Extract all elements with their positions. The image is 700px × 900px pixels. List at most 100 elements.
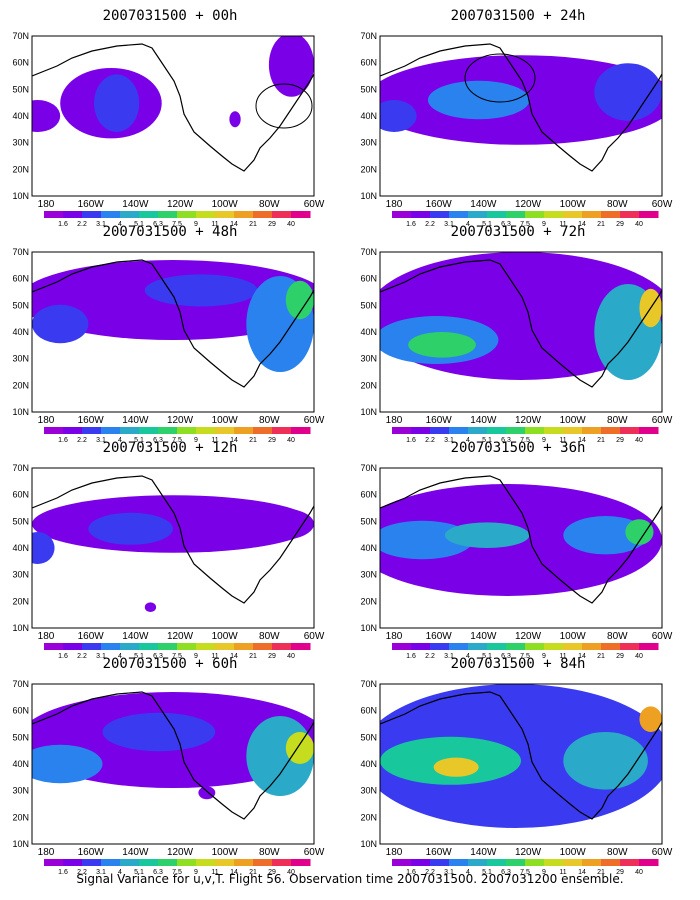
y-tick-label: 70N xyxy=(360,463,377,473)
colorbar-swatch xyxy=(506,643,526,650)
y-tick-label: 70N xyxy=(12,31,29,41)
colorbar-swatch xyxy=(196,859,216,866)
y-tick-label: 30N xyxy=(12,786,29,796)
figure-caption: Signal Variance for u,v,T. Flight 56. Ob… xyxy=(76,872,624,886)
colorbar-swatch xyxy=(139,643,159,650)
colorbar-label: 9 xyxy=(542,437,546,444)
colorbar-label: 29 xyxy=(616,869,624,876)
variance-contour xyxy=(32,100,61,132)
colorbar-swatch xyxy=(120,211,140,218)
map-panel: 2007031500 + 24h 70N 60N 50N 40N 30N 20N 10N 180… xyxy=(348,6,688,228)
x-tick-label: 140W xyxy=(122,199,149,210)
colorbar-swatch xyxy=(177,643,197,650)
y-tick-label: 10N xyxy=(12,407,29,417)
x-tick-label: 120W xyxy=(167,415,194,426)
variance-contour xyxy=(246,508,314,540)
y-tick-label: 10N xyxy=(360,191,377,201)
y-tick-label: 60N xyxy=(12,706,29,716)
y-tick-label: 30N xyxy=(360,354,377,364)
colorbar-swatch xyxy=(506,427,526,434)
colorbar-swatch xyxy=(234,643,254,650)
variance-contour xyxy=(594,63,662,121)
colorbar-label: 14 xyxy=(578,653,586,660)
x-tick-label: 80W xyxy=(259,847,280,858)
colorbar-swatch xyxy=(563,643,583,650)
colorbar-swatch xyxy=(468,211,488,218)
panel-title: 2007031500 + 36h xyxy=(450,440,586,456)
colorbar-swatch xyxy=(177,859,197,866)
colorbar-label: 21 xyxy=(597,653,605,660)
x-tick-label: 60W xyxy=(652,199,673,210)
colorbar-swatch xyxy=(506,859,526,866)
x-tick-label: 60W xyxy=(652,847,673,858)
colorbar-swatch xyxy=(291,643,311,650)
colorbar-label: 2.2 xyxy=(77,869,87,876)
coastline xyxy=(32,259,314,388)
colorbar-label: 2.2 xyxy=(77,653,87,660)
colorbar-label: 1.6 xyxy=(58,437,68,444)
colorbar-swatch xyxy=(601,643,621,650)
x-tick-label: 140W xyxy=(122,847,149,858)
y-tick-label: 20N xyxy=(12,164,29,174)
y-tick-label: 50N xyxy=(12,300,29,310)
colorbar-label: 4 xyxy=(118,653,122,660)
colorbar-swatch xyxy=(601,427,621,434)
colorbar-swatch xyxy=(82,427,102,434)
colorbar-swatch xyxy=(272,859,292,866)
x-tick-label: 100W xyxy=(560,415,587,426)
map-plot: 70N 60N 50N 40N 30N 20N 10N 180 160W 140W 120W 100W… xyxy=(12,31,324,228)
colorbar-swatch xyxy=(101,427,121,434)
panel-title: 2007031500 + 72h xyxy=(450,224,586,240)
colorbar-swatch xyxy=(253,643,273,650)
colorbar-label: 40 xyxy=(635,437,643,444)
colorbar-label: 7.5 xyxy=(520,221,530,228)
colorbar-swatch xyxy=(215,427,235,434)
y-tick-label: 30N xyxy=(12,138,29,148)
colorbar-swatch xyxy=(487,643,507,650)
colorbar-swatch xyxy=(253,859,273,866)
colorbar-label: 40 xyxy=(635,869,643,876)
map-plot: 70N 60N 50N 40N 30N 20N 10N 180 160W 140W 120W 100W… xyxy=(360,31,673,228)
variance-contour xyxy=(285,732,314,764)
colorbar-label: 40 xyxy=(287,437,295,444)
x-tick-label: 100W xyxy=(212,631,239,642)
colorbar-swatch xyxy=(430,427,450,434)
colorbar-swatch xyxy=(620,211,640,218)
colorbar-label: 21 xyxy=(249,653,257,660)
x-tick-label: 100W xyxy=(212,415,239,426)
colorbar-label: 4 xyxy=(118,869,122,876)
colorbar-swatch xyxy=(101,211,121,218)
colorbar-label: 6.3 xyxy=(501,869,511,876)
map-plot: 70N 60N 50N 40N 30N 20N 10N 180 160W 140W 120W 100W… xyxy=(12,679,324,876)
y-tick-label: 70N xyxy=(12,247,29,257)
colorbar-label: 14 xyxy=(578,437,586,444)
variance-contour xyxy=(229,111,241,128)
colorbar-swatch xyxy=(120,427,140,434)
colorbar-swatch xyxy=(253,427,273,434)
colorbar-swatch xyxy=(563,427,583,434)
colorbar-label: 3.1 xyxy=(444,869,454,876)
target-region-circle xyxy=(255,83,313,129)
colorbar-swatch xyxy=(639,211,659,218)
colorbar-swatch xyxy=(468,427,488,434)
colorbar-label: 9 xyxy=(194,653,198,660)
target-region-circle xyxy=(464,53,536,103)
panel-title: 2007031500 + 84h xyxy=(450,656,586,672)
colorbar-swatch xyxy=(411,211,431,218)
y-tick-label: 70N xyxy=(12,463,29,473)
variance-contour xyxy=(32,304,89,344)
colorbar-label: 7.5 xyxy=(172,437,182,444)
x-tick-label: 80W xyxy=(607,199,628,210)
colorbar-label: 29 xyxy=(268,221,276,228)
colorbar-label: 7.5 xyxy=(520,437,530,444)
colorbar-label: 21 xyxy=(597,869,605,876)
x-tick-label: 60W xyxy=(652,415,673,426)
colorbar-label: 9 xyxy=(194,869,198,876)
colorbar-label: 1.6 xyxy=(406,653,416,660)
y-tick-label: 60N xyxy=(360,706,377,716)
x-tick-label: 120W xyxy=(167,631,194,642)
x-tick-label: 140W xyxy=(470,847,497,858)
colorbar-label: 21 xyxy=(249,869,257,876)
x-tick-label: 140W xyxy=(470,199,497,210)
y-tick-label: 10N xyxy=(360,839,377,849)
